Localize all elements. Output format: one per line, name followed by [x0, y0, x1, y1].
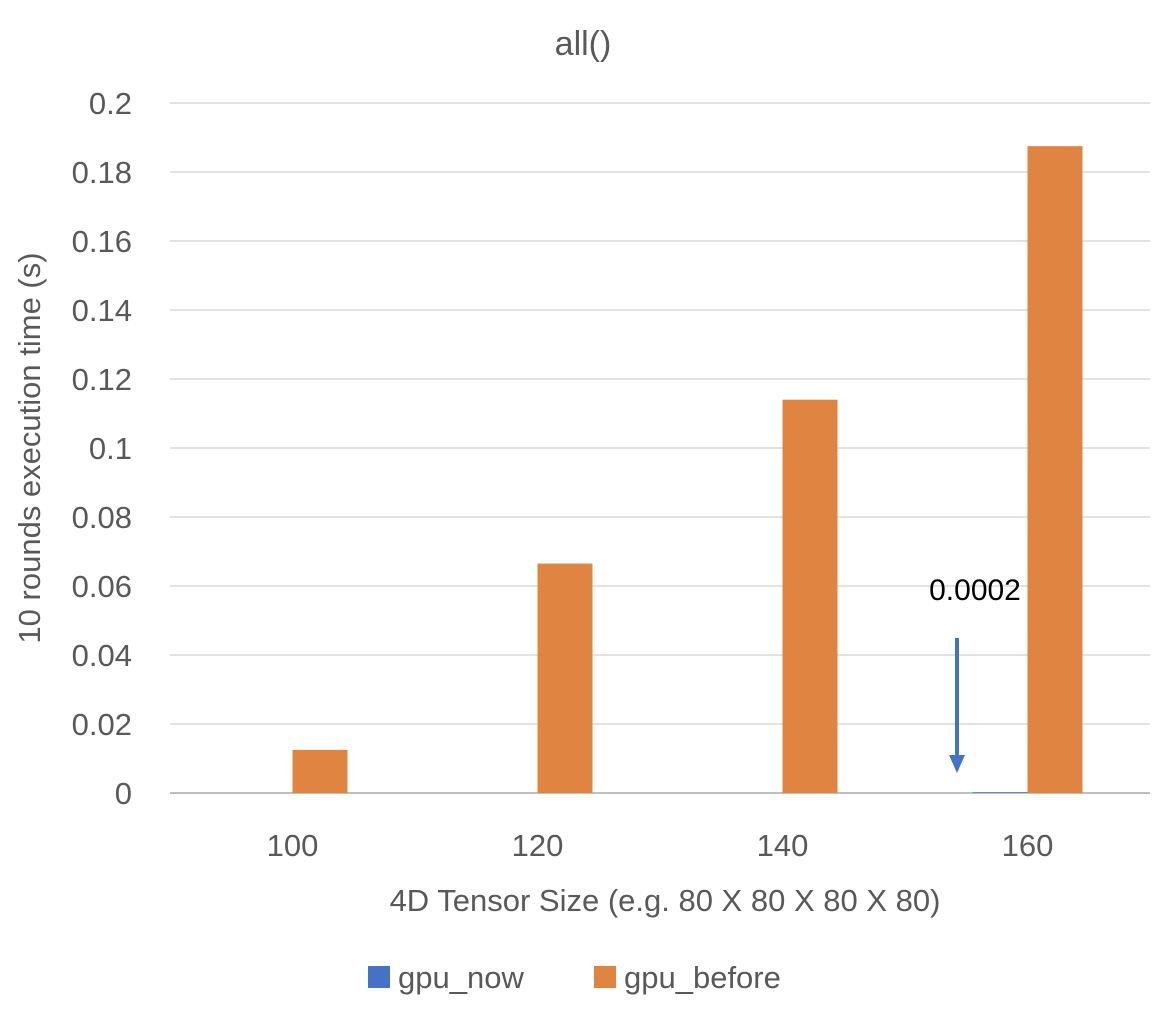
y-tick-label: 0.2	[89, 86, 132, 121]
legend-swatch-gpu_now	[368, 966, 390, 988]
y-tick-label: 0.06	[72, 569, 132, 604]
x-tick-label: 140	[757, 828, 809, 863]
y-axis-title: 10 rounds execution time (s)	[12, 252, 47, 643]
y-tick-label: 0.08	[72, 500, 132, 535]
annotation-label: 0.0002	[929, 574, 1021, 607]
y-tick-label: 0.12	[72, 362, 132, 397]
chart-title: all()	[555, 25, 612, 63]
bar-gpu_before-100	[292, 749, 348, 793]
bar-gpu_before-160	[1027, 146, 1083, 793]
legend-swatch-gpu_before	[594, 966, 616, 988]
y-tick-label: 0.18	[72, 155, 132, 190]
bar-gpu_now-160	[972, 792, 1028, 793]
y-tick-labels: 0 0.02 0.04 0.06 0.08 0.1 0.12 0.14 0.16 0.18 0.2	[72, 86, 132, 811]
legend-label-gpu_before: gpu_before	[624, 960, 781, 995]
bars	[292, 146, 1083, 793]
bar-gpu_before-140	[782, 399, 838, 793]
annotation-arrow-head	[949, 755, 965, 773]
x-axis-title: 4D Tensor Size (e.g. 80 X 80 X 80 X 80)	[390, 883, 941, 918]
y-tick-label: 0.16	[72, 224, 132, 259]
bar-gpu_before-120	[537, 563, 593, 793]
y-tick-label: 0	[115, 776, 132, 811]
annotations: 0.0002	[929, 574, 1021, 773]
x-tick-label: 100	[267, 828, 319, 863]
y-tick-label: 0.14	[72, 293, 132, 328]
gridlines	[170, 102, 1150, 794]
y-tick-label: 0.02	[72, 707, 132, 742]
x-tick-label: 120	[512, 828, 564, 863]
x-tick-label: 160	[1002, 828, 1054, 863]
y-tick-label: 0.04	[72, 638, 132, 673]
legend: gpu_now gpu_before	[368, 960, 781, 995]
legend-label-gpu_now: gpu_now	[398, 960, 524, 995]
y-tick-label: 0.1	[89, 431, 132, 466]
x-tick-labels: 100 120 140 160	[267, 828, 1054, 863]
